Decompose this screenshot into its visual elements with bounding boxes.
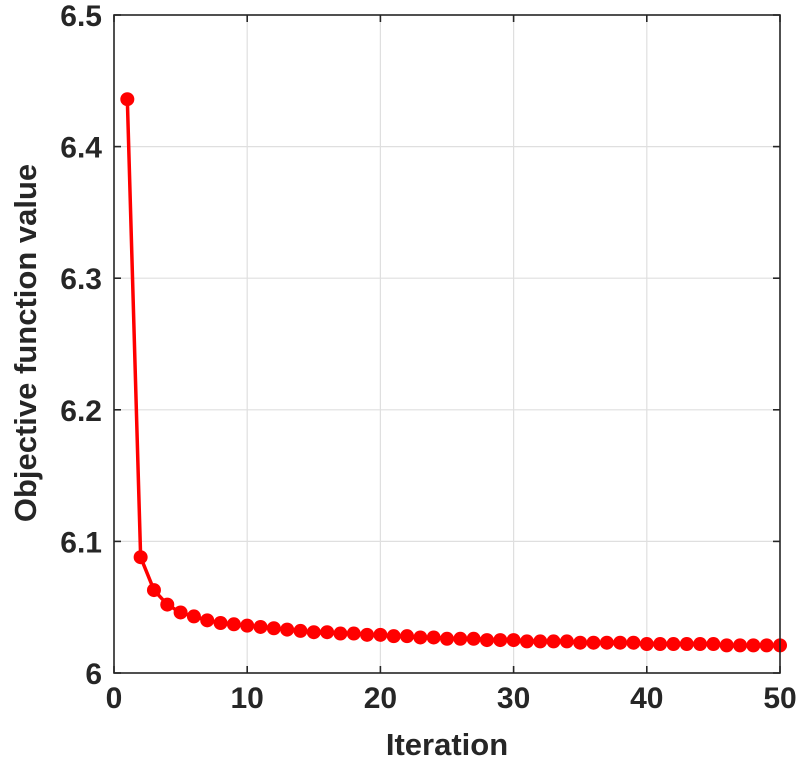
data-point (320, 625, 335, 640)
data-point (266, 621, 281, 636)
y-tick-label: 6.5 (60, 0, 102, 33)
x-axis-label: Iteration (386, 727, 508, 762)
data-point (493, 633, 508, 648)
series-line (125, 99, 780, 648)
data-point (759, 638, 774, 653)
data-point (519, 634, 534, 649)
y-tick-label: 6.3 (60, 263, 102, 296)
tick-labels: 0 10 20 30 40 50 6 6.1 6.2 6.3 6.4 6.5 (60, 0, 796, 715)
y-tick-label: 6.1 (60, 526, 102, 559)
grid-lines (113, 14, 781, 674)
data-point (200, 613, 215, 628)
plot-frame (113, 14, 781, 674)
data-point (186, 609, 201, 624)
data-point (746, 638, 761, 653)
data-point (160, 597, 175, 612)
x-tick-label: 20 (364, 682, 397, 715)
data-point (333, 626, 348, 641)
data-point (599, 635, 614, 650)
x-tick-label: 50 (763, 682, 796, 715)
data-point (719, 638, 734, 653)
data-point (306, 625, 321, 640)
data-point (386, 629, 401, 644)
axes (113, 14, 781, 674)
data-point (373, 627, 388, 642)
data-point (360, 627, 375, 642)
y-tick-label: 6.4 (60, 132, 102, 165)
data-point (280, 622, 295, 637)
data-point (559, 634, 574, 649)
data-point (453, 631, 468, 646)
x-tick-label: 10 (231, 682, 264, 715)
data-point (240, 618, 255, 633)
y-tick-label: 6.2 (60, 395, 102, 428)
data-point (413, 630, 428, 645)
data-point (226, 617, 241, 632)
data-point (546, 634, 561, 649)
data-point (533, 634, 548, 649)
data-point (653, 637, 668, 652)
data-point (133, 550, 148, 565)
data-point (706, 637, 721, 652)
data-point (173, 605, 188, 620)
data-point (440, 631, 454, 646)
data-point (666, 637, 681, 652)
data-point (586, 635, 601, 650)
data-point (506, 633, 521, 648)
data-point (466, 631, 481, 646)
data-point (400, 629, 415, 644)
y-axis-label: Objective function value (8, 164, 43, 522)
data-point (733, 638, 748, 653)
x-tick-label: 40 (630, 682, 663, 715)
data-point (346, 626, 361, 641)
data-point (679, 637, 694, 652)
data-point (293, 623, 308, 638)
data-point (626, 635, 641, 650)
data-point (693, 637, 708, 652)
data-point (479, 633, 494, 648)
data-point (426, 630, 441, 645)
x-tick-label: 0 (106, 682, 123, 715)
data-point (146, 583, 161, 598)
data-point (573, 635, 588, 650)
data-point (213, 615, 228, 630)
data-point (120, 92, 135, 107)
y-tick-label: 6 (85, 658, 102, 691)
data-point (613, 635, 628, 650)
data-point (639, 637, 654, 652)
data-point (253, 619, 268, 634)
series-objective (120, 92, 787, 653)
x-tick-label: 30 (497, 682, 530, 715)
